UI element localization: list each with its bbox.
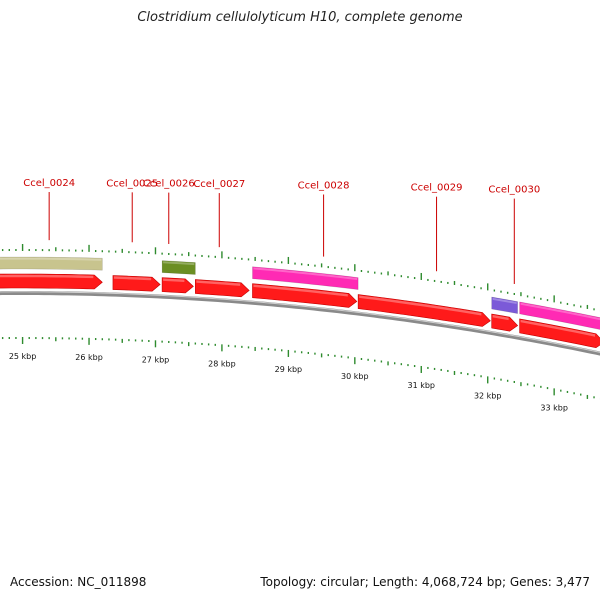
accession-value: NC_011898 — [77, 575, 147, 589]
gene-label: Ccel_0027 — [193, 179, 245, 190]
scale-label: 33 kbp — [540, 403, 568, 412]
accession-label: Accession: — [10, 575, 74, 589]
feature-highlight — [253, 267, 358, 281]
feature-highlight — [520, 302, 600, 321]
cds-highlight — [0, 274, 94, 279]
scale-label: 26 kbp — [75, 353, 103, 362]
cds-arrow — [252, 283, 358, 308]
feature-magenta — [519, 301, 600, 330]
feature-olive — [161, 260, 196, 275]
cds-highlight — [196, 280, 241, 286]
cds-arrow — [491, 313, 519, 332]
backbone-highlight — [0, 291, 600, 353]
cds-highlight — [520, 319, 595, 337]
gene-label: Ccel_0029 — [411, 183, 463, 194]
genome-summary: Topology: circular; Length: 4,068,724 bp… — [260, 575, 590, 589]
genes-value: 3,477 — [555, 575, 590, 589]
cds-track — [0, 273, 600, 349]
cds-arrow — [357, 294, 491, 327]
length-label: Length: — [372, 575, 419, 589]
gene-label: Ccel_0028 — [298, 180, 350, 191]
feature-magenta — [252, 266, 359, 290]
scale-label: 25 kbp — [9, 352, 37, 361]
scale-label: 32 kbp — [474, 391, 502, 400]
topology-label: Topology: — [260, 575, 317, 589]
scale-label-track: 25 kbp 26 kbp 27 kbp 28 kbp 29 kbp 30 kbp 31 k… — [9, 352, 568, 412]
cds-arrow — [519, 318, 600, 349]
feature-khaki — [0, 256, 103, 271]
gene-label: Ccel_0024 — [23, 178, 75, 189]
gene-label: Ccel_0025 — [106, 178, 158, 189]
bottom-tick-track — [1, 337, 600, 400]
accession-info: Accession: NC_011898 — [10, 575, 146, 589]
cds-arrow — [161, 277, 194, 294]
top-tick-track — [1, 244, 600, 312]
cds-highlight — [253, 284, 348, 297]
backbone-line — [0, 290, 600, 356]
scale-label: 27 kbp — [142, 355, 170, 364]
genes-label: Genes: — [509, 575, 552, 589]
cds-highlight — [163, 278, 185, 283]
cds-arrow — [112, 275, 161, 292]
map-title: Clostridium cellulolyticum H10, complete… — [137, 10, 463, 25]
cds-highlight — [492, 315, 509, 321]
scale-label: 29 kbp — [275, 365, 303, 374]
topology-value: circular — [320, 575, 365, 589]
scale-label: 30 kbp — [341, 372, 369, 381]
feature-highlight — [163, 261, 195, 266]
cds-arrow — [0, 273, 103, 290]
cds-highlight — [113, 276, 152, 281]
gene-label: Ccel_0030 — [488, 185, 540, 196]
cds-highlight — [359, 295, 482, 316]
scale-label: 31 kbp — [408, 381, 436, 390]
feature-highlight — [0, 257, 102, 261]
feature-track — [0, 256, 600, 330]
length-value: 4,068,724 bp — [421, 575, 502, 589]
feature-purple — [491, 296, 518, 314]
genome-backbone — [0, 290, 600, 356]
scale-label: 28 kbp — [208, 359, 236, 368]
gene-label: Ccel_0026 — [143, 179, 195, 190]
feature-highlight — [492, 297, 517, 304]
cds-arrow — [195, 279, 250, 298]
